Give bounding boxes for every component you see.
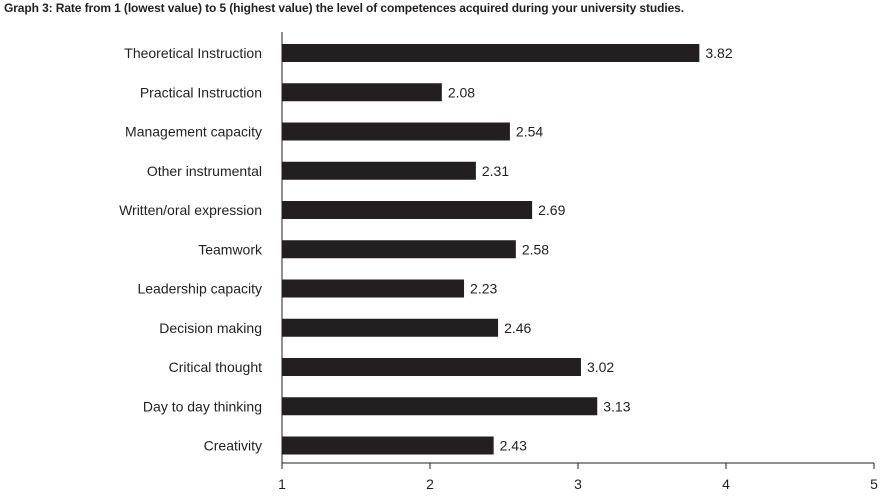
- x-tick-label: 1: [278, 476, 286, 492]
- bar: [282, 358, 581, 376]
- bar: [282, 201, 533, 219]
- value-label: 2.43: [500, 438, 527, 454]
- category-label: Critical thought: [169, 359, 262, 375]
- value-label: 3.02: [587, 359, 614, 375]
- bar: [282, 279, 465, 298]
- value-label: 3.13: [603, 398, 630, 414]
- bar: [282, 397, 598, 416]
- bar: [282, 44, 700, 62]
- value-label: 2.31: [482, 163, 509, 179]
- category-label: Creativity: [204, 438, 262, 454]
- chart-title: Graph 3: Rate from 1 (lowest value) to 5…: [4, 1, 684, 15]
- value-label: 2.46: [504, 320, 531, 336]
- category-label: Management capacity: [125, 124, 262, 140]
- category-label: Other instrumental: [147, 163, 262, 179]
- category-label: Theoretical Instruction: [124, 45, 262, 61]
- category-label: Practical Instruction: [140, 84, 262, 100]
- category-label: Written/oral expression: [119, 202, 262, 218]
- category-label: Teamwork: [198, 241, 263, 257]
- value-label: 2.54: [516, 124, 543, 140]
- bar: [282, 83, 442, 102]
- value-label: 2.08: [448, 84, 475, 100]
- x-tick-label: 4: [722, 476, 730, 492]
- bar: [282, 122, 510, 141]
- x-tick-label: 5: [870, 476, 878, 492]
- bar: [282, 318, 499, 337]
- bar: [282, 161, 476, 180]
- value-label: 3.82: [705, 45, 732, 61]
- category-label: Decision making: [159, 320, 262, 336]
- x-tick-label: 2: [426, 476, 434, 492]
- value-label: 2.69: [538, 202, 565, 218]
- x-tick-label: 3: [574, 476, 582, 492]
- bar: [282, 240, 516, 259]
- bar: [282, 436, 494, 455]
- category-label: Leadership capacity: [137, 281, 262, 297]
- value-label: 2.23: [470, 281, 497, 297]
- value-label: 2.58: [522, 241, 549, 257]
- category-label: Day to day thinking: [143, 398, 262, 414]
